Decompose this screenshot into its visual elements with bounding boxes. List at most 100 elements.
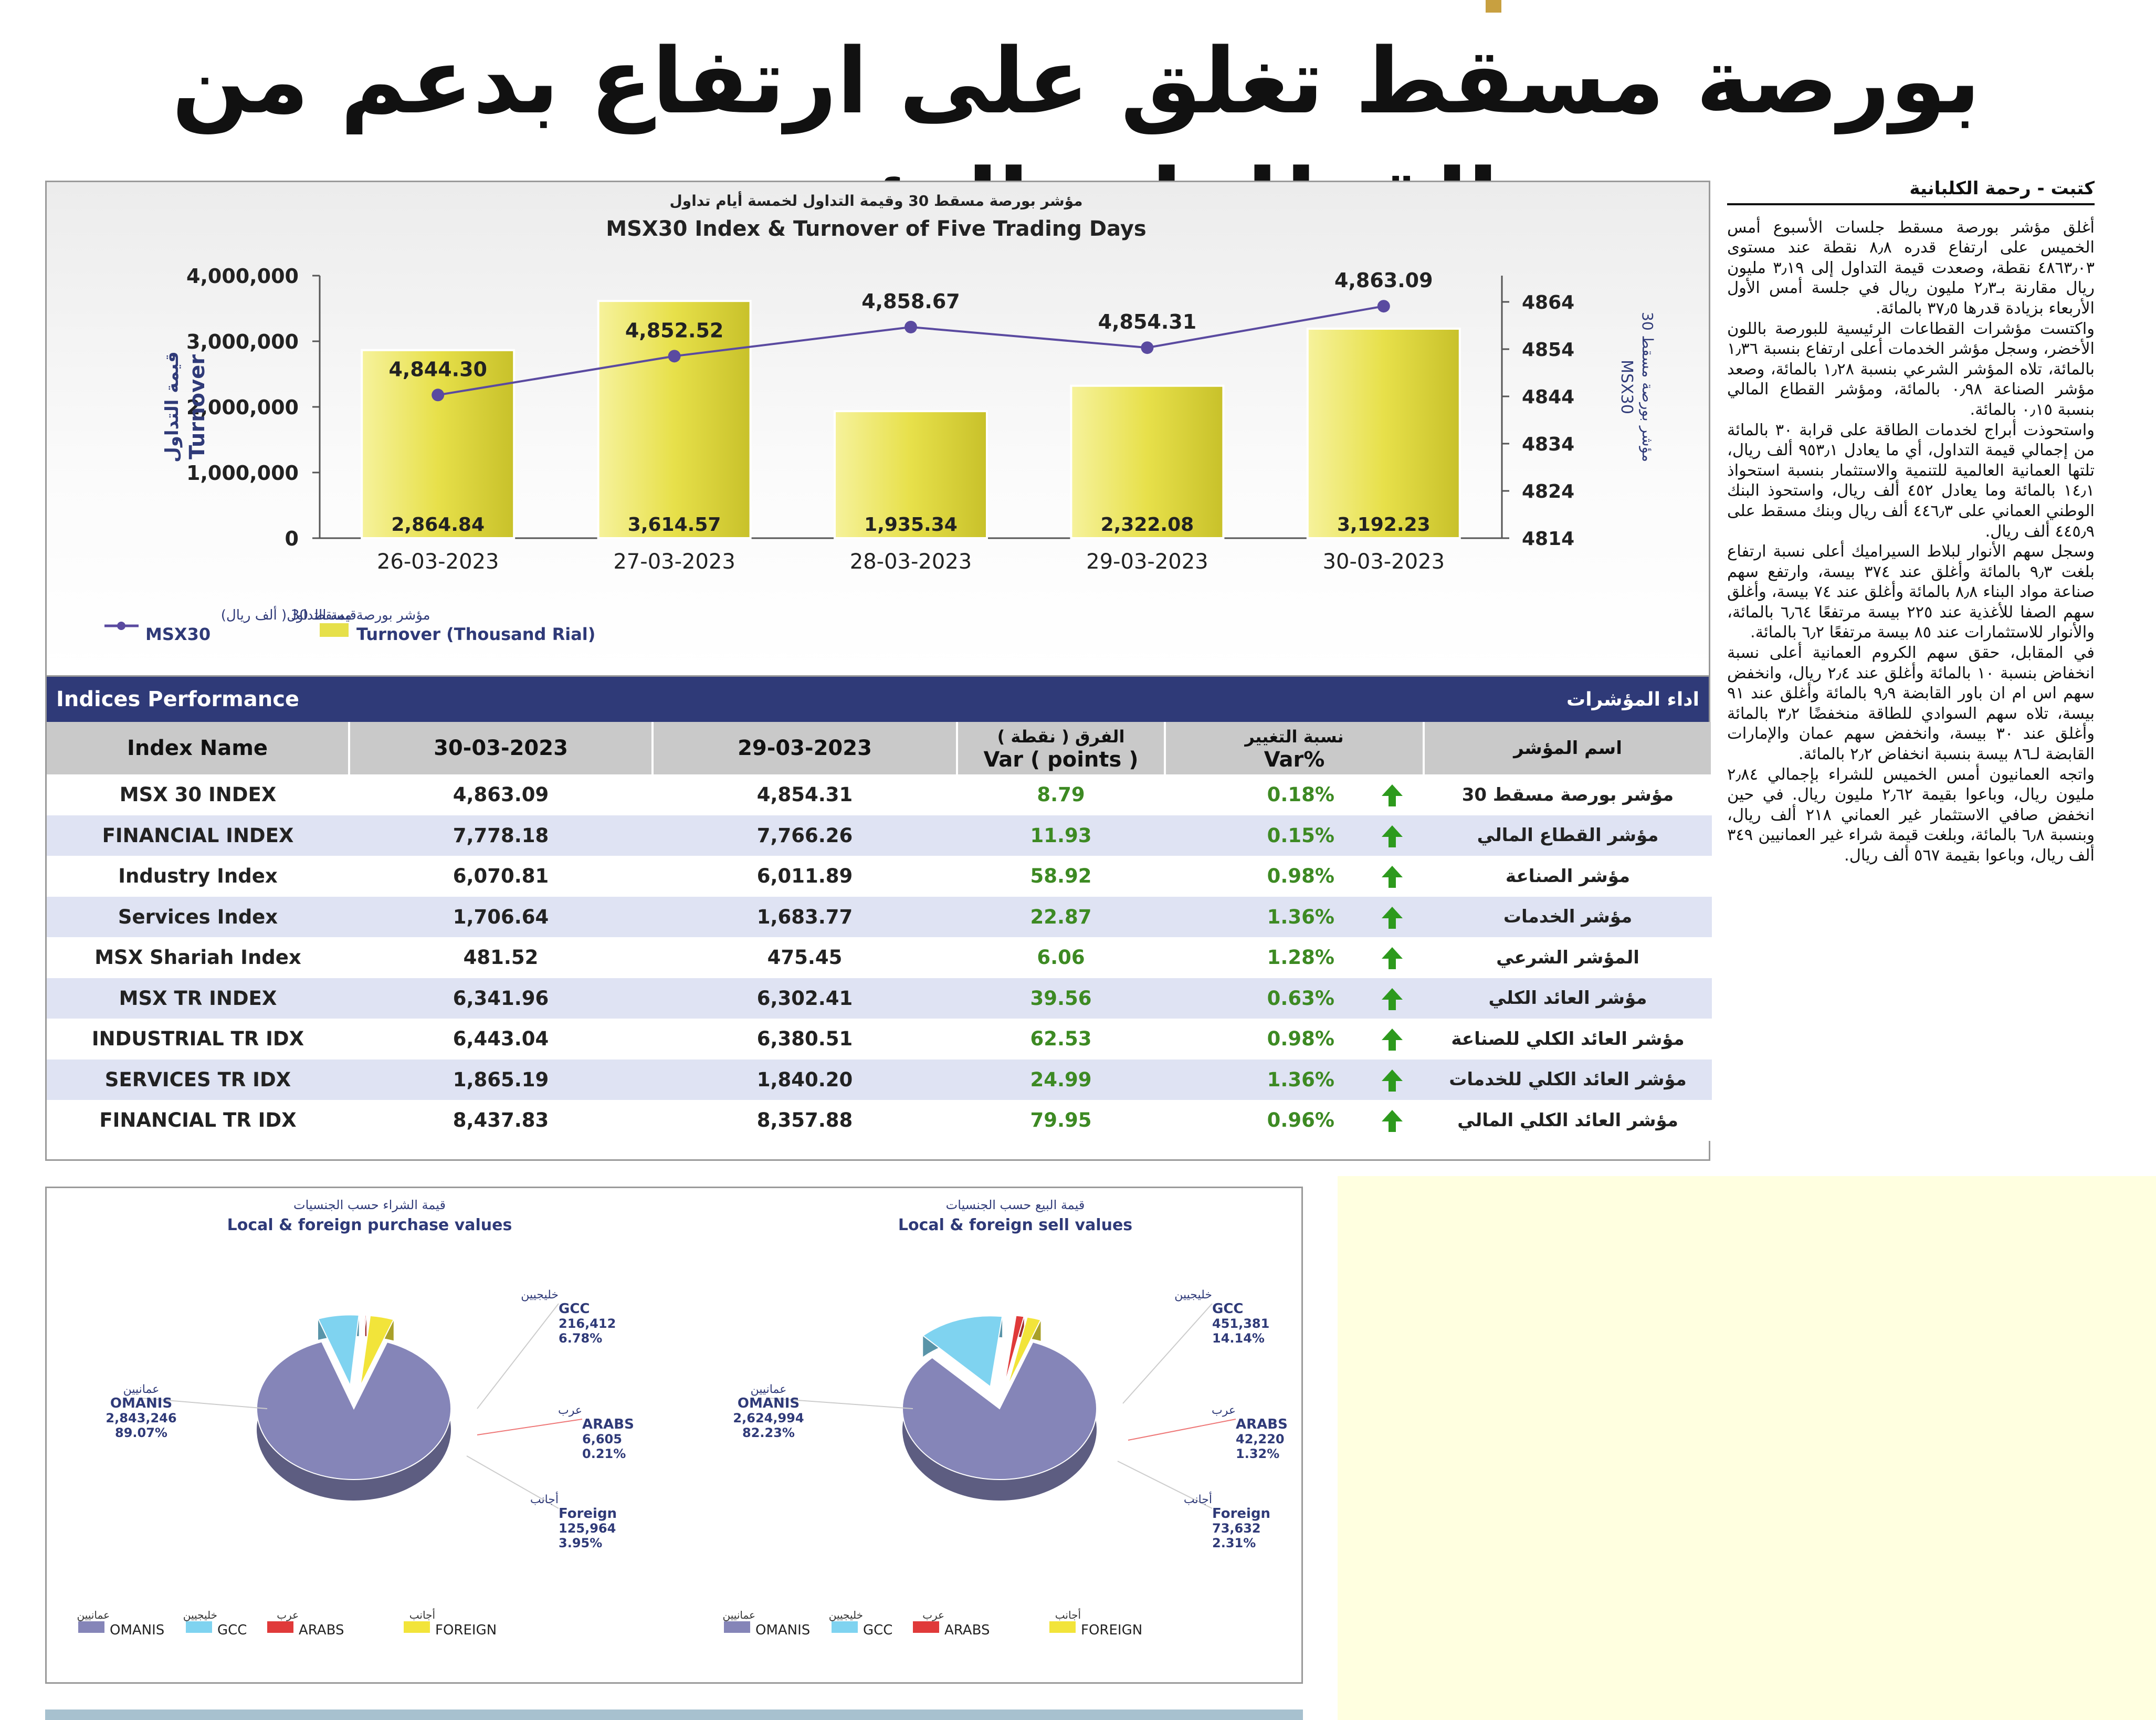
- col-pct: نسبة التغيير Var%: [1165, 722, 1425, 774]
- up-arrow-icon: [1382, 947, 1403, 970]
- pie-slice: [356, 1314, 367, 1386]
- pie-label-pct: 2.31%: [1212, 1536, 1256, 1550]
- right-tick-label: 4824: [1522, 481, 1574, 502]
- col-pct-en: Var%: [1264, 748, 1325, 772]
- pie-legend-en: FOREIGN: [435, 1622, 497, 1638]
- pie-legend-swatch: [724, 1621, 750, 1633]
- value-date-1: 6,341.96: [349, 978, 653, 1019]
- pie-legend-ar: عمانيين: [723, 1609, 755, 1621]
- article-paragraph: واتجه العمانيون أمس الخميس للشراء بإجمال…: [1727, 765, 2095, 865]
- right-tick-label: 4864: [1522, 292, 1574, 313]
- pie-legend-ar: عرب: [922, 1609, 944, 1621]
- pie-label-pct: 6.78%: [559, 1331, 602, 1346]
- var-pct: 1.36%: [1267, 905, 1334, 928]
- var-points: 11.93: [957, 815, 1165, 856]
- pie-label-pct: 3.95%: [559, 1536, 602, 1550]
- msx30-point: [1377, 300, 1390, 313]
- legend-msx30: MSX30: [145, 624, 211, 644]
- turnover-bar-label: 3,192.23: [1337, 514, 1431, 536]
- col-var-en: Var ( points ): [983, 748, 1139, 772]
- index-name-ar: المؤشر الشرعي: [1424, 937, 1712, 978]
- value-date-1: 6,070.81: [349, 856, 653, 897]
- page-corner-mark: [1486, 0, 1501, 13]
- article-paragraph: في المقابل، حقق سهم الكروم العمانية أعلى…: [1727, 644, 2095, 764]
- msx30-chart-panel: مؤشر بورصة مسقط 30 وقيمة التداول لخمسة أ…: [45, 181, 1710, 677]
- index-name-ar: مؤشر العائد الكلي للخدمات: [1424, 1059, 1712, 1100]
- pie-leader-line: [141, 1398, 268, 1409]
- pie-label-ar: عرب: [558, 1404, 582, 1417]
- pie-leader-line: [1128, 1419, 1236, 1441]
- x-tick-label: 26-03-2023: [377, 550, 499, 574]
- pie-legend-en: GCC: [217, 1622, 247, 1638]
- table-row: FINANCIAL TR IDX 8,437.83 8,357.88 79.95…: [47, 1100, 1712, 1141]
- var-pct-cell: 0.98%: [1165, 856, 1424, 897]
- ad-space: [1338, 1176, 2156, 1720]
- var-points: 22.87: [957, 896, 1165, 937]
- var-points: 58.92: [957, 856, 1165, 897]
- index-name-ar: مؤشر العائد الكلي: [1424, 978, 1712, 1019]
- msx30-point: [905, 320, 917, 333]
- value-date-1: 8,437.83: [349, 1100, 653, 1141]
- table-header-bar: Indices Performance اداء المؤشرات: [47, 677, 1709, 722]
- pie-legend-swatch: [1049, 1621, 1076, 1633]
- article-paragraph: واستحوذت أبراج لخدمات الطاقة على قرابة ٣…: [1727, 421, 2095, 541]
- up-arrow-icon: [1382, 988, 1403, 1010]
- pie-leader-line: [1117, 1461, 1213, 1509]
- var-pct: 0.15%: [1267, 824, 1334, 847]
- pie-slice: [902, 1341, 1097, 1480]
- table-title: Indices Performance: [56, 687, 300, 711]
- table-row: MSX Shariah Index 481.52 475.45 6.06 1.2…: [47, 937, 1712, 978]
- x-tick-label: 28-03-2023: [850, 550, 972, 574]
- pie-legend-swatch: [913, 1621, 939, 1633]
- turnover-bar: [1070, 384, 1225, 539]
- pie-label-name: Foreign: [559, 1506, 617, 1522]
- left-tick-label: 3,000,000: [186, 330, 299, 353]
- x-tick-label: 29-03-2023: [1086, 550, 1208, 574]
- legend-turnover: Turnover (Thousand Rial): [356, 624, 595, 644]
- index-name-ar: مؤشر العائد الكلي للصناعة: [1424, 1019, 1712, 1060]
- up-arrow-icon: [1382, 1029, 1403, 1051]
- var-pct-cell: 1.36%: [1165, 1059, 1424, 1100]
- index-name-ar: مؤشر الصناعة: [1424, 856, 1712, 897]
- pie-legend-ar: أجانب: [409, 1608, 435, 1621]
- sell-pie-title: Local & foreign sell values: [898, 1216, 1132, 1234]
- var-pct-cell: 0.98%: [1165, 1019, 1424, 1060]
- left-axis-title-ar: قيمة التداول: [162, 351, 183, 463]
- pie-label-value: 125,964: [559, 1521, 616, 1536]
- pie-legend-en: FOREIGN: [1081, 1622, 1142, 1638]
- pie-legend-en: OMANIS: [110, 1622, 164, 1638]
- table-row: FINANCIAL INDEX 7,778.18 7,766.26 11.93 …: [47, 815, 1712, 856]
- index-name: Services Index: [47, 896, 349, 937]
- up-arrow-icon: [1382, 1069, 1403, 1092]
- pie-label-ar: خليجيين: [1174, 1288, 1212, 1302]
- left-tick-label: 2,000,000: [186, 396, 299, 419]
- pie-legend-ar: خليجيين: [183, 1609, 217, 1621]
- pie-label-value: 73,632: [1212, 1521, 1261, 1536]
- table-header-row: Index Name 30-03-2023 29-03-2023 الفرق (…: [47, 722, 1713, 774]
- col-date-2: 29-03-2023: [653, 722, 958, 774]
- pie-label-ar: أجانب: [1184, 1492, 1212, 1506]
- msx30-point: [432, 389, 445, 402]
- var-pct: 0.96%: [1267, 1109, 1334, 1132]
- var-pct: 1.36%: [1267, 1068, 1334, 1091]
- value-date-1: 1,865.19: [349, 1059, 653, 1100]
- article-paragraph: وسجل سهم الأنوار لبلاط السيراميك أعلى نس…: [1727, 542, 2095, 642]
- chart-title: MSX30 Index & Turnover of Five Trading D…: [606, 217, 1146, 241]
- index-name: MSX Shariah Index: [47, 937, 349, 978]
- turnover-bar-label: 3,614.57: [628, 514, 721, 536]
- value-date-1: 1,706.64: [349, 896, 653, 937]
- table-title-ar: اداء المؤشرات: [1566, 688, 1699, 710]
- value-date-1: 6,443.04: [349, 1019, 653, 1060]
- var-pct: 0.63%: [1267, 987, 1334, 1010]
- value-date-1: 7,778.18: [349, 815, 653, 856]
- value-date-2: 7,766.26: [653, 815, 957, 856]
- var-points: 79.95: [957, 1100, 1165, 1141]
- turnover-bar-label: 2,864.84: [391, 514, 485, 536]
- up-arrow-icon: [1382, 1110, 1403, 1132]
- chart-legend: مؤشر بورصة مسقط 30 MSX30 قيمة التداول( أ…: [104, 605, 595, 644]
- msx30-point-label: 4,852.52: [625, 319, 724, 342]
- pie-label-value: 216,412: [559, 1316, 616, 1331]
- pie-label-value: 451,381: [1212, 1316, 1269, 1331]
- table-row: SERVICES TR IDX 1,865.19 1,840.20 24.99 …: [47, 1059, 1712, 1100]
